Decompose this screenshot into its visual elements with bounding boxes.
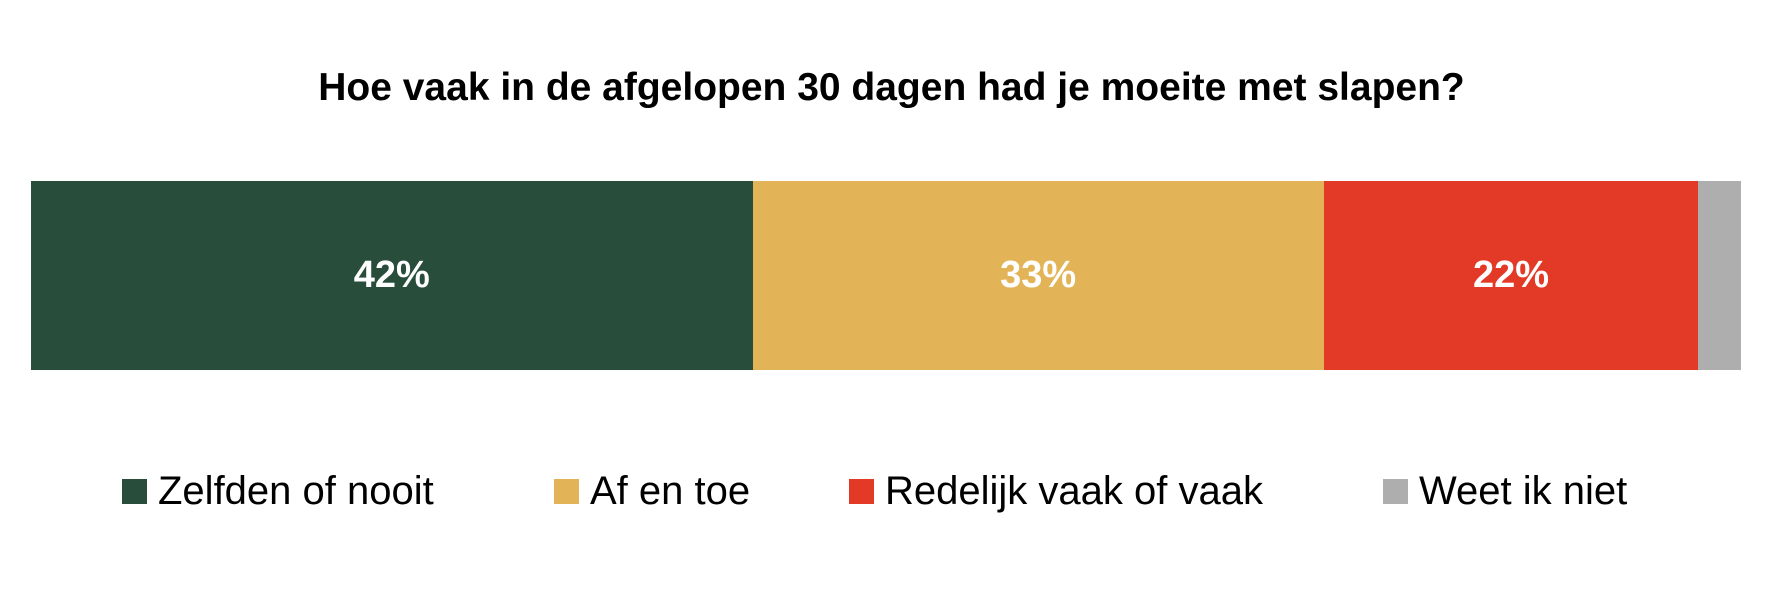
- data-label: 33%: [1000, 254, 1077, 296]
- legend-item-weet-ik-niet: Weet ik niet: [1383, 466, 1627, 516]
- legend-swatch-icon: [122, 478, 147, 504]
- legend-swatch-icon: [1383, 478, 1408, 504]
- bar-segment-redelijk-vaak: 22%: [1323, 181, 1699, 370]
- legend-label: Redelijk vaak of vaak: [885, 468, 1263, 513]
- data-label: 22%: [1472, 254, 1549, 296]
- legend-label: Weet ik niet: [1419, 468, 1628, 513]
- legend-label: Zelfden of nooit: [158, 468, 434, 513]
- stacked-bar: 42% 33% 22%: [31, 181, 1741, 370]
- bar-segment-zelfden-of-nooit: 42%: [31, 181, 753, 370]
- legend-item-zelfden-of-nooit: Zelfden of nooit: [122, 466, 434, 516]
- chart-title: Hoe vaak in de afgelopen 30 dagen had je…: [318, 66, 1465, 109]
- legend-item-af-en-toe: Af en toe: [554, 466, 750, 516]
- data-label: 42%: [353, 254, 430, 296]
- bar-segment-af-en-toe: 33%: [752, 181, 1324, 370]
- legend-swatch-icon: [849, 478, 874, 504]
- legend-label: Af en toe: [590, 468, 751, 513]
- legend: Zelfden of nooit Af en toe Redelijk vaak…: [0, 466, 1783, 516]
- legend-swatch-icon: [554, 478, 579, 504]
- bar-segment-weet-ik-niet: [1698, 181, 1741, 370]
- legend-item-redelijk-vaak: Redelijk vaak of vaak: [849, 466, 1263, 516]
